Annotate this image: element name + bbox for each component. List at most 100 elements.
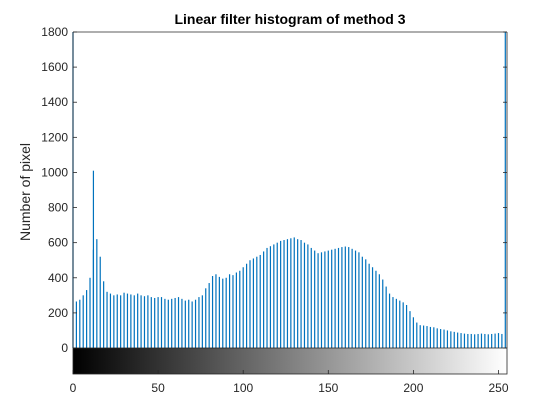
histogram-bar bbox=[266, 247, 268, 348]
y-tick-label: 800 bbox=[48, 201, 68, 215]
histogram-bar bbox=[378, 274, 380, 348]
histogram-bar bbox=[181, 298, 183, 348]
histogram-bar bbox=[474, 334, 476, 348]
y-tick-label: 1600 bbox=[41, 60, 68, 74]
y-axis-label: Number of pixel bbox=[17, 143, 33, 241]
histogram-bar bbox=[109, 293, 112, 348]
histogram-bar bbox=[147, 295, 149, 348]
histogram-peak-bar bbox=[92, 170, 95, 348]
histogram-bar bbox=[256, 256, 258, 348]
histogram-bar bbox=[310, 247, 312, 348]
histogram-bar bbox=[320, 252, 323, 348]
histogram-bar bbox=[307, 244, 309, 348]
histogram-bar bbox=[106, 291, 108, 348]
x-tick-label: 50 bbox=[151, 381, 165, 395]
histogram-bar bbox=[385, 286, 387, 348]
histogram-bar bbox=[89, 277, 91, 348]
histogram-bar bbox=[341, 247, 343, 348]
histogram-bar bbox=[457, 332, 459, 348]
y-tick-label: 1800 bbox=[41, 25, 68, 39]
histogram-bar bbox=[164, 298, 166, 348]
y-tick-label: 600 bbox=[48, 236, 68, 250]
histogram-bar bbox=[331, 249, 333, 348]
histogram-bar bbox=[225, 277, 227, 348]
histogram-bar bbox=[501, 333, 503, 348]
histogram-bar bbox=[269, 246, 272, 348]
histogram-bar bbox=[327, 250, 329, 348]
x-tick-label: 150 bbox=[318, 381, 338, 395]
histogram-bar bbox=[188, 299, 190, 348]
histogram-bar bbox=[96, 239, 98, 348]
histogram-bar bbox=[259, 254, 261, 348]
histogram-bar bbox=[167, 299, 169, 348]
y-tick-label: 200 bbox=[48, 306, 68, 320]
histogram-bar bbox=[303, 242, 306, 348]
histogram-bar bbox=[293, 237, 295, 348]
histogram-bar bbox=[365, 259, 367, 348]
colorbar-ramp bbox=[73, 348, 507, 374]
histogram-bar bbox=[395, 298, 397, 348]
histogram-bar bbox=[494, 333, 496, 348]
colorbar-frame bbox=[72, 347, 508, 375]
histogram-bar bbox=[154, 297, 156, 348]
histogram-bar bbox=[235, 272, 237, 348]
histogram-bar bbox=[337, 247, 340, 348]
histogram-bar bbox=[123, 292, 125, 348]
histogram-bar bbox=[211, 276, 214, 348]
histogram-bar bbox=[392, 297, 394, 348]
histogram-bar bbox=[130, 294, 132, 348]
histogram-bar bbox=[286, 239, 289, 348]
x-ticks-group: 0 50 100 150 200 250 bbox=[70, 370, 509, 395]
histogram-bar bbox=[205, 288, 207, 348]
y-ticks-group: 0 200 400 600 800 1000 1200 1400 1600 1800 bbox=[41, 25, 507, 355]
histogram-bar bbox=[460, 333, 462, 348]
histogram-bar bbox=[491, 333, 493, 348]
histogram-bar bbox=[419, 325, 421, 348]
histogram-bar bbox=[140, 295, 142, 348]
histogram-bar bbox=[290, 238, 292, 348]
histogram-bar bbox=[276, 242, 278, 348]
histogram-bar bbox=[477, 333, 479, 348]
histogram-bar bbox=[79, 299, 81, 348]
y-tick-label: 1000 bbox=[41, 165, 68, 179]
histogram-bar bbox=[358, 252, 360, 348]
histogram-bar bbox=[113, 295, 115, 348]
histogram-bar bbox=[103, 281, 105, 348]
histogram-bar bbox=[375, 270, 377, 348]
histogram-bar bbox=[399, 300, 401, 348]
histogram-bar bbox=[314, 250, 316, 348]
histogram-bar bbox=[429, 326, 432, 348]
histogram-bar bbox=[450, 331, 452, 348]
y-tick-label: 1400 bbox=[41, 95, 68, 109]
histogram-bar bbox=[82, 295, 84, 348]
histogram-bar bbox=[218, 276, 220, 348]
histogram-bar bbox=[150, 297, 152, 348]
histogram-bar bbox=[126, 293, 129, 348]
histogram-bar bbox=[280, 240, 282, 348]
histogram-bar bbox=[497, 333, 500, 348]
histogram-bar bbox=[86, 290, 88, 348]
histogram-bar bbox=[242, 267, 244, 348]
histogram-bar bbox=[453, 331, 455, 348]
histogram-bar bbox=[215, 274, 217, 348]
histogram-bar bbox=[133, 295, 135, 348]
histogram-bar bbox=[470, 333, 472, 348]
histogram-bar bbox=[402, 302, 404, 348]
y-tick-label: 1200 bbox=[41, 130, 68, 144]
histogram-bar bbox=[416, 322, 418, 348]
histogram-bar bbox=[263, 251, 265, 348]
histogram-bar bbox=[487, 334, 489, 348]
histogram-bar bbox=[426, 326, 428, 348]
histogram-bar bbox=[157, 297, 159, 348]
histogram-bar bbox=[137, 293, 139, 348]
histogram-bar bbox=[228, 274, 231, 348]
histogram-bar bbox=[504, 32, 506, 348]
histogram-bar bbox=[412, 317, 414, 348]
grayscale-colorbar bbox=[72, 347, 508, 375]
histogram-bar bbox=[463, 333, 466, 348]
histogram-bar bbox=[177, 297, 180, 348]
histogram-bar bbox=[99, 256, 101, 348]
histogram-bar bbox=[443, 329, 445, 348]
histogram-bar bbox=[174, 297, 176, 348]
